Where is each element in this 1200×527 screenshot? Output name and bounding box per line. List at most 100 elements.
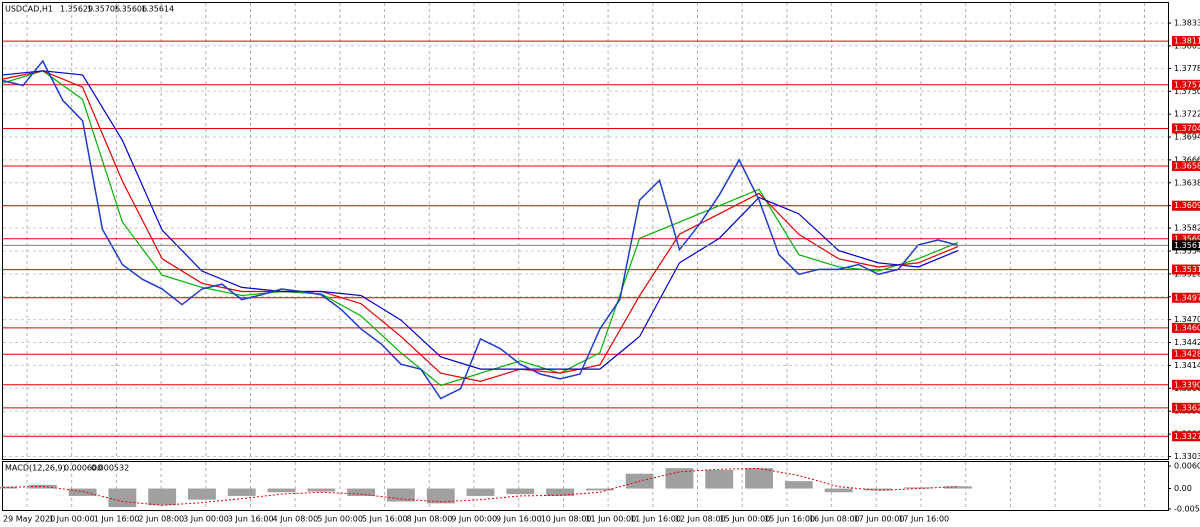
macd-tick-label: 0.006051 <box>1174 462 1200 471</box>
x-tick-label: 1 Jun 16:00 <box>94 515 140 524</box>
macd-bar <box>824 488 853 493</box>
y-tick-label: 1.34705 <box>1174 315 1200 324</box>
x-tick-label: 2 Jun 08:00 <box>138 515 184 524</box>
x-tick-label: 5 Jun 00:00 <box>317 515 363 524</box>
x-tick-label: 15 Jun 16:00 <box>764 515 815 524</box>
y-tick-label: 1.36940 <box>1174 133 1200 142</box>
level-tag <box>1172 431 1200 442</box>
level-tag <box>1172 264 1200 275</box>
macd-label: MACD(12,26,9) <box>5 464 66 473</box>
y-tick-label: 1.34425 <box>1174 338 1200 347</box>
macd-bar <box>466 488 495 496</box>
main-pane <box>2 2 1169 460</box>
level-label: 1.33278 <box>1174 432 1200 441</box>
macd-bar <box>665 468 694 489</box>
y-tick-label: 1.35545 <box>1174 247 1200 256</box>
level-label: 1.36099 <box>1174 201 1200 210</box>
quote-open: 1.35629 <box>60 5 93 14</box>
level-label: 1.33626 <box>1174 403 1200 412</box>
macd-bar <box>904 487 933 489</box>
macd-bar <box>68 488 97 496</box>
x-tick-label: 3 Jun 16:00 <box>228 515 274 524</box>
y-tick-label: 1.37780 <box>1174 64 1200 73</box>
x-tick-label: 3 Jun 00:00 <box>183 515 229 524</box>
macd-bar <box>267 488 296 493</box>
level-label: 1.34282 <box>1174 350 1200 359</box>
y-tick-label: 1.34145 <box>1174 361 1200 370</box>
level-tag <box>1172 123 1200 134</box>
level-tag <box>1172 161 1200 172</box>
x-tick-label: 11 Jun 00:00 <box>585 515 636 524</box>
x-tick-label: 4 Jun 08:00 <box>273 515 319 524</box>
x-tick-label: 16 Jun 08:00 <box>809 515 860 524</box>
level-label: 1.35695 <box>1174 234 1200 243</box>
level-tag <box>1172 379 1200 390</box>
x-tick-label: 17 Jun 00:00 <box>854 515 905 524</box>
macd-bar <box>864 488 893 491</box>
level-tag <box>1172 200 1200 211</box>
macd-bar <box>188 488 216 500</box>
level-tag <box>1172 36 1200 47</box>
level-label: 1.35318 <box>1174 265 1200 274</box>
moving-average <box>2 70 959 387</box>
macd-bar <box>506 488 535 495</box>
quote-close: 1.35614 <box>141 5 174 14</box>
level-label: 1.34973 <box>1174 293 1200 302</box>
y-tick-label: 1.36380 <box>1174 178 1200 187</box>
level-label: 1.34604 <box>1174 323 1200 332</box>
macd-bar <box>944 486 972 489</box>
quote-high: 1.35706 <box>87 5 120 14</box>
level-label: 1.36585 <box>1174 162 1200 171</box>
macd-pane <box>2 461 1169 511</box>
symbol: USDCAD,H1 <box>5 5 53 14</box>
macd-bar <box>426 488 455 504</box>
x-tick-label: 1 Jun 00:00 <box>49 515 95 524</box>
x-tick-label: 9 Jun 00:00 <box>451 515 497 524</box>
macd-bar <box>386 488 415 502</box>
level-tag <box>1172 349 1200 360</box>
level-tag <box>1172 322 1200 333</box>
level-tag <box>1172 233 1200 244</box>
moving-average <box>2 70 959 370</box>
x-tick-label: 8 Jun 08:00 <box>407 515 453 524</box>
macd-bar <box>227 488 256 496</box>
macd-tick-label: 0.00 <box>1174 484 1192 493</box>
y-tick-label: 1.36660 <box>1174 155 1200 164</box>
macd-bar <box>307 488 336 492</box>
macd-bar <box>745 468 773 489</box>
level-label: 1.38114 <box>1174 37 1200 46</box>
current-price-tag <box>1172 240 1200 251</box>
x-tick-label: 9 Jun 16:00 <box>496 515 542 524</box>
level-tag <box>1172 79 1200 90</box>
level-tag <box>1172 402 1200 413</box>
macd-bar <box>546 488 575 496</box>
macd-bar <box>108 488 137 508</box>
macd-bar <box>705 469 734 489</box>
macd-bar <box>585 488 614 491</box>
macd-tick-label: -0.0055 <box>1174 504 1200 513</box>
level-label: 1.37045 <box>1174 124 1200 133</box>
x-tick-label: 5 Jun 16:00 <box>362 515 408 524</box>
y-tick-label: 1.37500 <box>1174 87 1200 96</box>
y-tick-label: 1.38335 <box>1174 19 1200 28</box>
macd-bar <box>28 484 57 489</box>
price-line <box>2 59 959 400</box>
level-label: 1.37579 <box>1174 80 1200 89</box>
y-tick-label: 1.37220 <box>1174 110 1200 119</box>
x-tick-label: 10 Jun 08:00 <box>541 515 592 524</box>
macd-bar <box>148 488 177 506</box>
x-tick-label: 11 Jun 16:00 <box>630 515 681 524</box>
macd-signal-line <box>2 467 959 506</box>
current-price-label: 1.35614 <box>1174 241 1200 250</box>
macd-signal: 0.000532 <box>91 464 129 473</box>
x-tick-label: 29 May 2020 <box>3 515 55 524</box>
level-tag <box>1172 292 1200 303</box>
x-tick-label: 17 Jun 16:00 <box>898 515 949 524</box>
macd-main: 0.000600 <box>64 464 102 473</box>
quote-low: 1.35606 <box>114 5 147 14</box>
macd-bar <box>784 481 813 489</box>
level-label: 1.33908 <box>1174 380 1200 389</box>
